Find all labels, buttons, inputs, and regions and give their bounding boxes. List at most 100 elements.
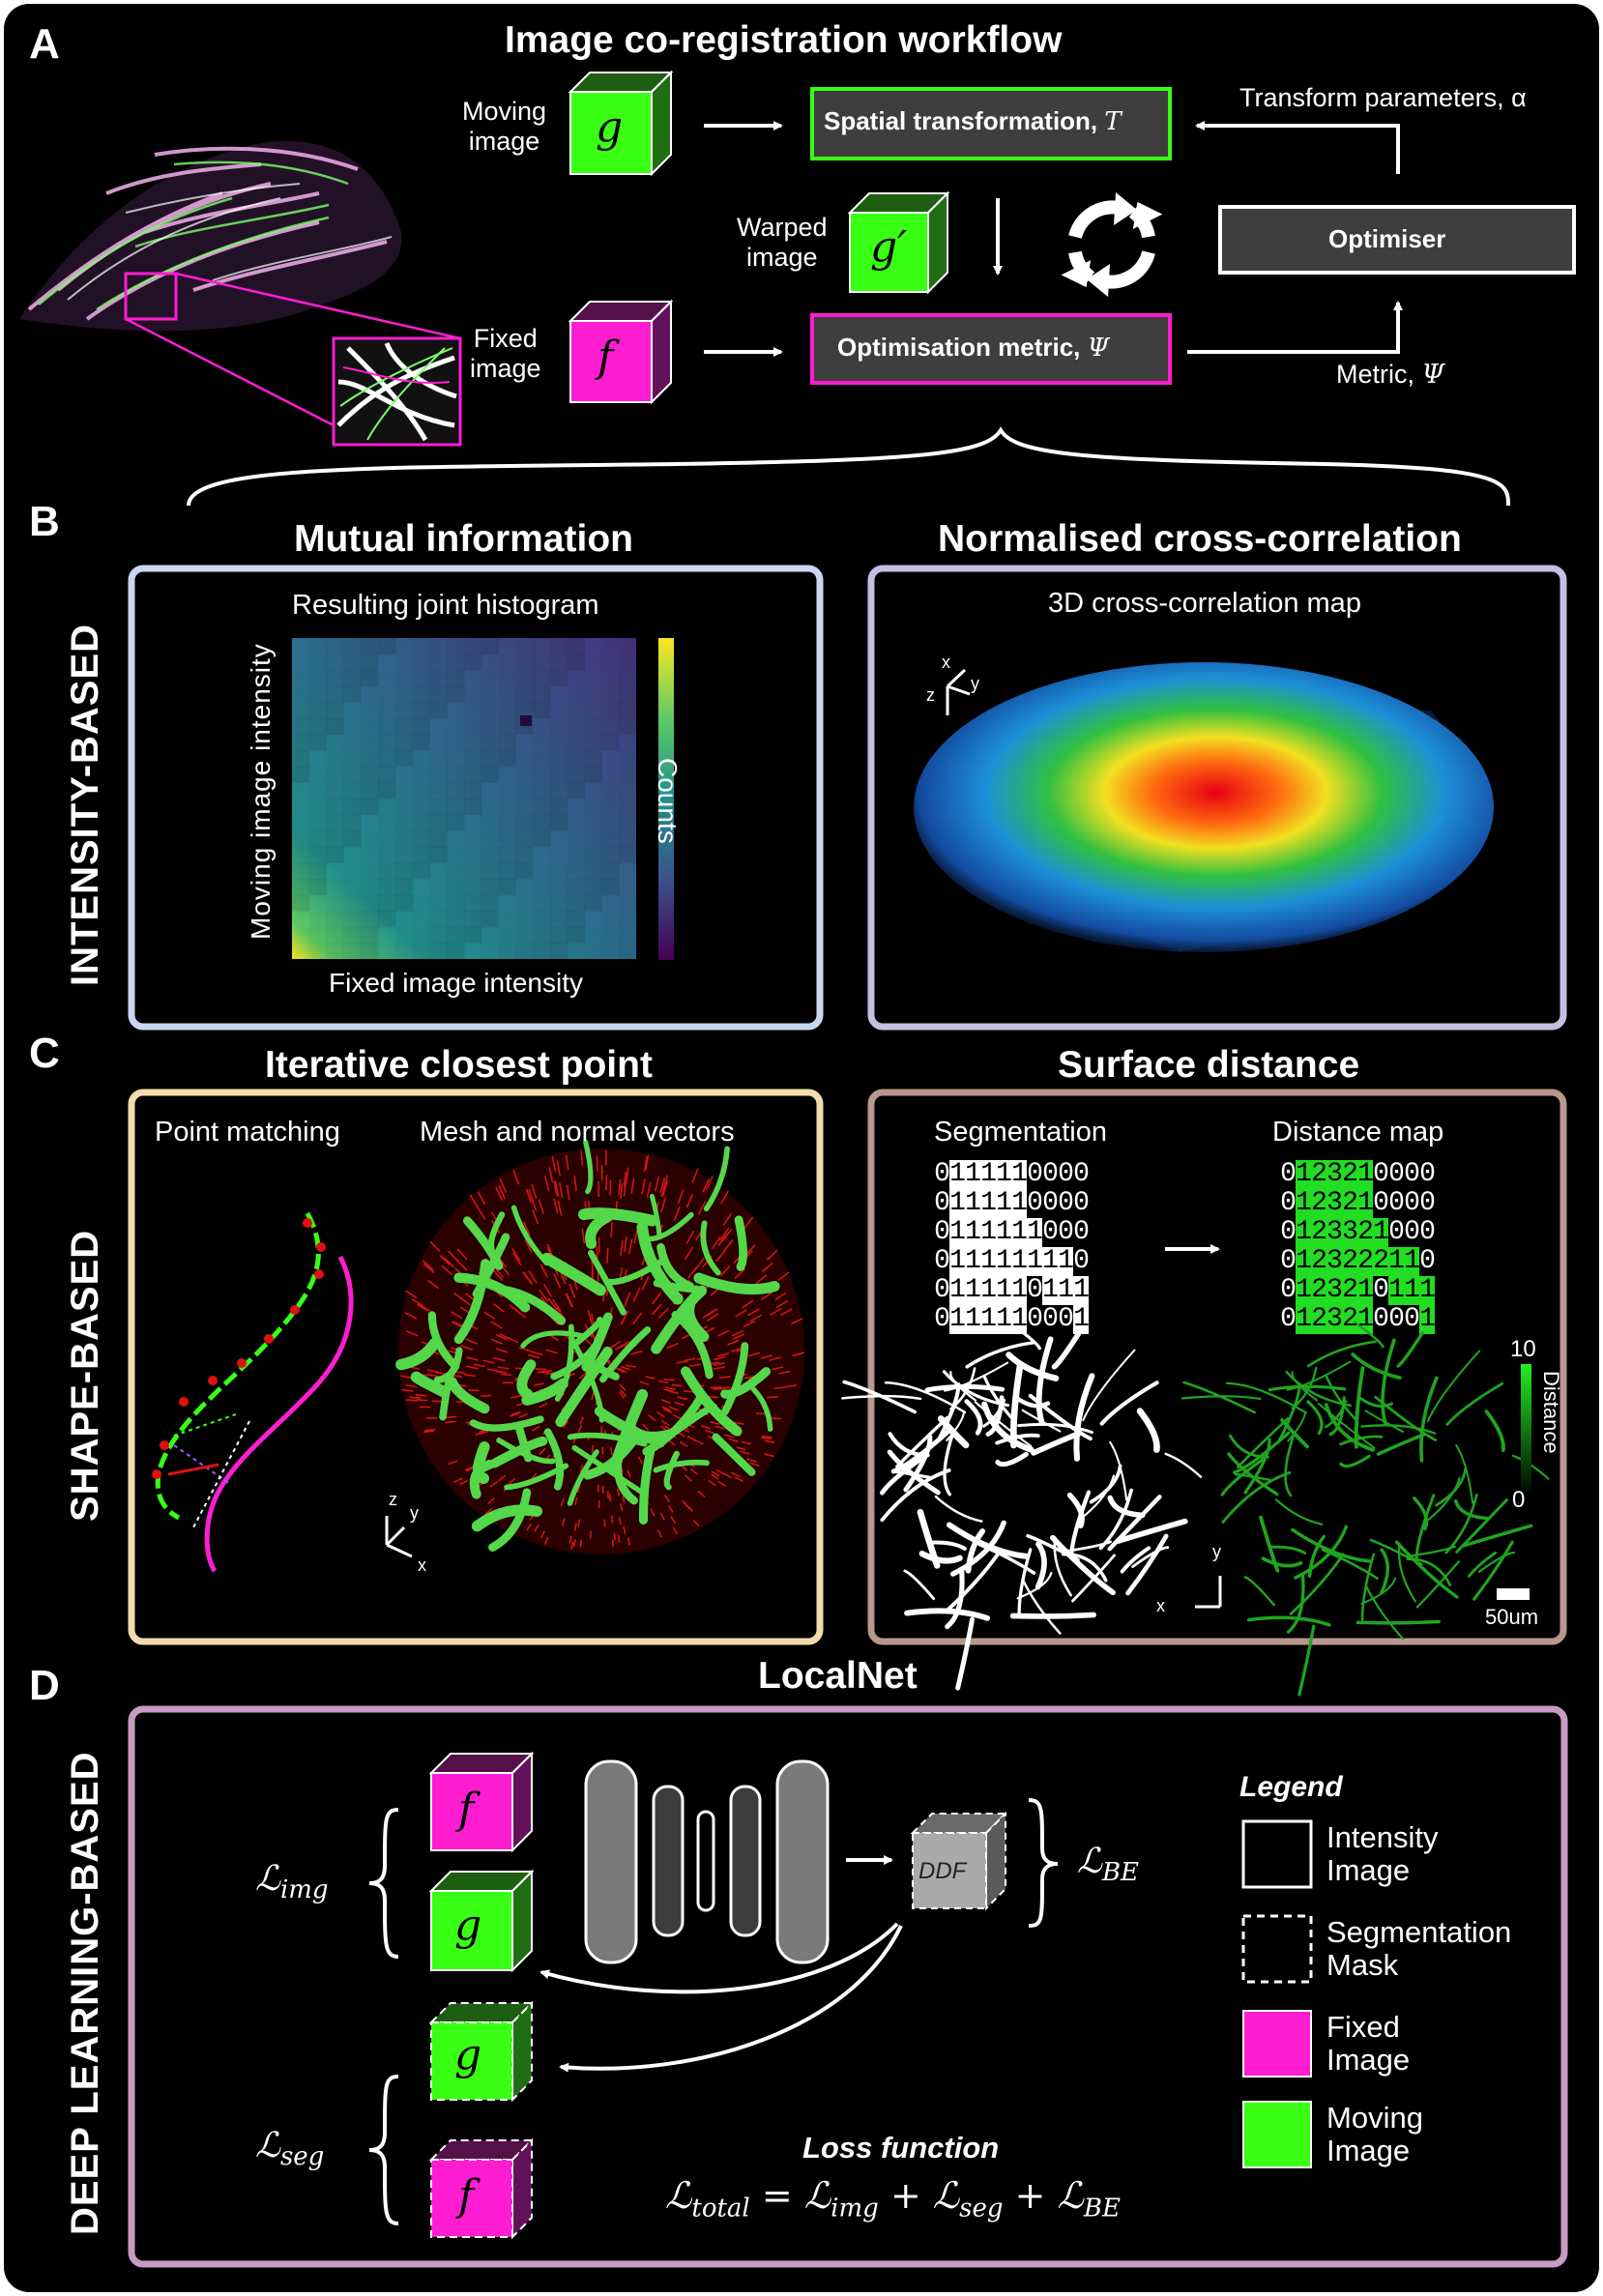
vessel-segment <box>1381 1338 1396 1426</box>
grid-cell: 0 <box>1042 1159 1059 1189</box>
vessel-segment <box>1268 1384 1347 1392</box>
grid-cell-fill <box>949 1189 965 1218</box>
vessel-segment <box>1014 1395 1051 1409</box>
grid-cell-fill <box>965 1218 980 1247</box>
vessel-segment <box>693 1272 780 1295</box>
vessel-segment <box>943 1433 954 1497</box>
normal-vector <box>418 1303 431 1312</box>
normal-vector <box>510 1410 521 1416</box>
normal-vector <box>652 1292 662 1305</box>
normal-vector <box>534 1382 544 1386</box>
normal-vector <box>530 1351 543 1356</box>
vessel-segment <box>1324 1403 1375 1452</box>
normal-vector <box>723 1238 734 1252</box>
cross-correlation-map <box>914 662 1494 952</box>
vessel-segment <box>1280 1418 1309 1449</box>
normal-vector <box>560 1498 565 1507</box>
normal-vector <box>623 1172 627 1188</box>
vessel-segment <box>1415 1560 1461 1609</box>
panel-c-letter: C <box>29 1030 60 1077</box>
normal-vector <box>573 1523 577 1531</box>
normal-vector <box>618 1179 622 1196</box>
vessel-segment <box>1268 1545 1307 1555</box>
vessel-segment <box>577 1207 658 1227</box>
normal-vector <box>764 1453 774 1458</box>
mi-panel-frame <box>128 565 824 1031</box>
normal-vector <box>627 1238 633 1255</box>
vessel-segment <box>943 1361 1009 1392</box>
grid-cell-fill <box>980 1160 996 1189</box>
optimiser-box <box>1218 205 1576 275</box>
normal-vector <box>591 1392 595 1401</box>
normal-vector <box>538 1199 544 1215</box>
metric-label: Metric, Ψ <box>1336 360 1445 390</box>
vessel-segment <box>903 1569 936 1601</box>
grid-cell: 0 <box>1388 1304 1405 1334</box>
grid-cell: 1 <box>1042 1275 1059 1305</box>
vessel-segment <box>1221 1470 1292 1524</box>
legend-moving-swatch <box>1242 2101 1312 2168</box>
grid-cell: 1 <box>980 1275 997 1305</box>
vessel-segment <box>510 1205 550 1266</box>
normal-vector <box>673 1206 681 1221</box>
grid-cell: 0 <box>934 1275 950 1305</box>
normal-vector <box>683 1389 694 1393</box>
grid-cell: 0 <box>1027 1159 1043 1189</box>
vessel-segment <box>1358 1396 1393 1409</box>
grid-cell-fill <box>1296 1160 1311 1189</box>
vessel-segment <box>981 1401 1035 1453</box>
normal-vector <box>761 1262 773 1273</box>
vessel-segment <box>700 1220 721 1276</box>
ddf-cube <box>910 1811 1008 1911</box>
normal-vector <box>547 1297 558 1311</box>
vessel-segment <box>1073 1373 1095 1462</box>
grid-cell: 0 <box>1073 1159 1090 1189</box>
l-seg-label: ℒseg <box>255 2126 325 2172</box>
grid-cell-fill <box>1296 1276 1311 1305</box>
grid-cell: 1 <box>980 1217 997 1247</box>
normal-vector <box>448 1460 458 1466</box>
normal-vector <box>766 1395 778 1399</box>
normal-vector <box>455 1260 468 1271</box>
loss-term: ℒ <box>1057 2174 1084 2217</box>
normal-vector <box>591 1444 595 1453</box>
vessel-segment <box>955 1616 976 1691</box>
normal-vector <box>416 1399 428 1402</box>
normal-vector <box>492 1269 504 1282</box>
sd-axes-icon <box>1195 1576 1222 1609</box>
vessel-segment <box>1339 1435 1384 1446</box>
grid-cell: 1 <box>1042 1246 1059 1276</box>
grid-cell: 0 <box>934 1188 950 1218</box>
normal-vector <box>660 1399 671 1405</box>
normal-vector <box>641 1276 650 1291</box>
grid-cell-fill <box>1373 1218 1388 1247</box>
grid-cell-fill <box>1011 1160 1027 1189</box>
normal-vector <box>606 1247 609 1264</box>
grid-cell: 0 <box>1027 1304 1043 1334</box>
vessel-segment <box>583 1139 594 1195</box>
normal-vector <box>697 1490 706 1498</box>
moving-image-cube <box>568 70 674 177</box>
normal-vector <box>623 1236 628 1253</box>
normal-vector <box>660 1197 667 1213</box>
normal-vector <box>415 1393 427 1397</box>
grid-cell: 0 <box>1388 1217 1405 1247</box>
grid-cell-fill <box>1073 1276 1089 1305</box>
grid-cell: 1 <box>1404 1275 1420 1305</box>
grid-cell: 1 <box>965 1275 981 1305</box>
normal-vector <box>568 1283 576 1298</box>
normal-vector <box>772 1366 784 1371</box>
grid-cell: 0 <box>1027 1188 1043 1218</box>
grid-cell-fill <box>1342 1247 1357 1276</box>
vessel-segment <box>946 1548 1004 1612</box>
vessel-segment <box>1107 1495 1146 1519</box>
grid-cell-fill <box>1388 1247 1404 1276</box>
grid-cell: 0 <box>1058 1159 1074 1189</box>
grid-cell: 0 <box>1373 1188 1389 1218</box>
vessel-segment <box>1089 1464 1122 1504</box>
normal-vector <box>553 1273 562 1289</box>
normal-vector <box>618 1516 622 1526</box>
moving-cube-symbol: g <box>596 102 624 152</box>
